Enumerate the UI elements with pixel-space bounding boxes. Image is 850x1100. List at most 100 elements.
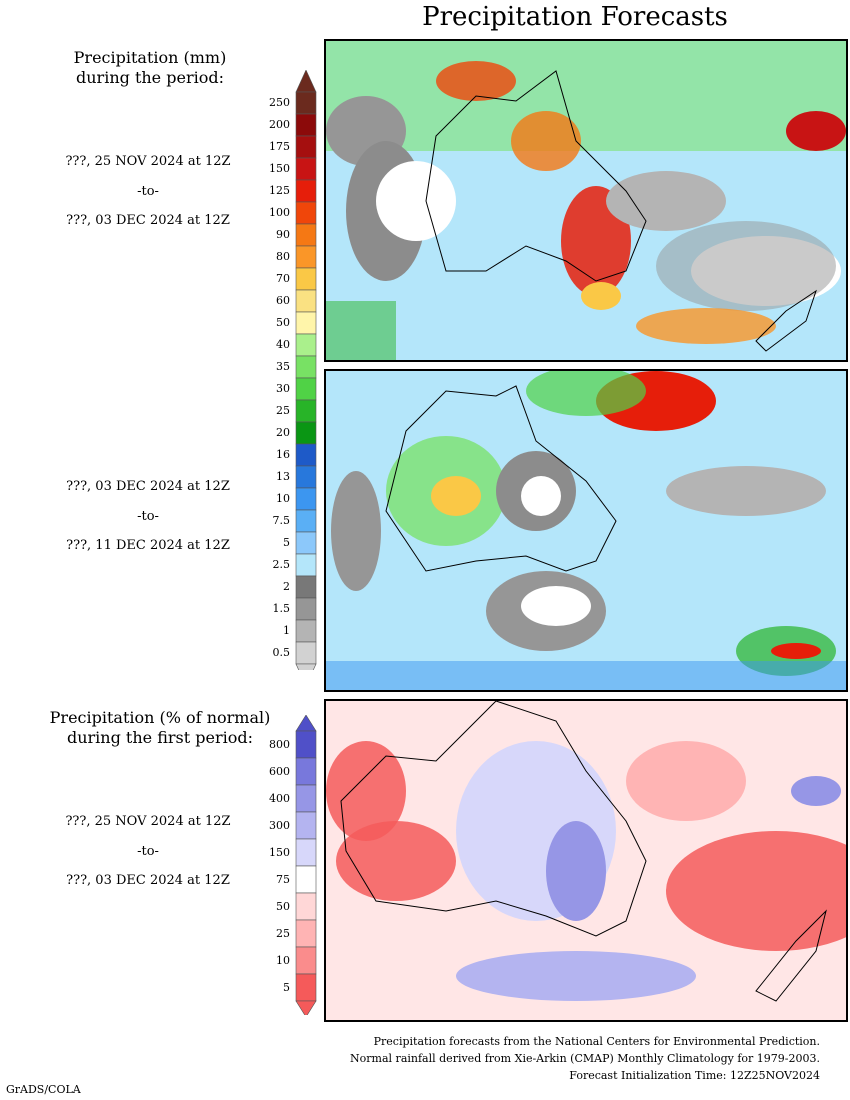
anomaly-colorbar-swatch xyxy=(295,892,317,921)
anomaly-colorbar-swatch xyxy=(295,730,317,759)
amount-colorbar-label: 20 xyxy=(276,426,290,439)
amount-colorbar-bottom-arrow xyxy=(295,663,317,670)
amount-colorbar-label: 10 xyxy=(276,492,290,505)
anomaly-colorbar-swatch xyxy=(295,757,317,786)
anomaly-colorbar-swatch xyxy=(295,838,317,867)
page-title: Precipitation Forecasts xyxy=(422,2,728,32)
amount-colorbar-label: 25 xyxy=(276,404,290,417)
amount-colorbar-swatch xyxy=(295,201,317,225)
period-3-sep: -to- xyxy=(137,844,159,859)
amount-colorbar-swatch xyxy=(295,91,317,115)
anomaly-colorbar-swatch xyxy=(295,946,317,975)
map-panel-3 xyxy=(324,699,848,1022)
anomaly-colorbar-label: 5 xyxy=(283,980,290,994)
amount-colorbar-swatch xyxy=(295,157,317,181)
map-panel-1 xyxy=(324,39,848,362)
amount-colorbar-swatch xyxy=(295,619,317,643)
amount-colorbar xyxy=(295,70,317,670)
amount-colorbar-label: 1 xyxy=(283,624,290,637)
amount-colorbar-label: 90 xyxy=(276,228,290,241)
anomaly-colorbar-label: 10 xyxy=(276,953,290,967)
amount-header-line1: Precipitation (mm) xyxy=(73,48,227,67)
amount-colorbar-swatch xyxy=(295,641,317,665)
precip-map-period-1 xyxy=(326,41,846,360)
period-3-start: ???, 25 NOV 2024 at 12Z xyxy=(65,814,231,829)
amount-header: Precipitation (mm) during the period: xyxy=(40,48,260,88)
amount-colorbar-label: 175 xyxy=(269,140,290,153)
anomaly-header-line1: Precipitation (% of normal) xyxy=(49,708,271,727)
amount-header-line2: during the period: xyxy=(76,68,224,87)
amount-colorbar-label: 125 xyxy=(269,184,290,197)
amount-colorbar-swatch xyxy=(295,421,317,445)
anomaly-colorbar-swatch xyxy=(295,865,317,894)
amount-colorbar-swatch xyxy=(295,113,317,137)
footer-line-3: Forecast Initialization Time: 12Z25NOV20… xyxy=(569,1069,820,1082)
anomaly-colorbar-label: 300 xyxy=(269,818,290,832)
anomaly-colorbar-swatch xyxy=(295,973,317,1002)
anomaly-header-line2: during the first period: xyxy=(66,728,254,747)
amount-colorbar-label: 50 xyxy=(276,316,290,329)
amount-colorbar-label: 1.5 xyxy=(272,602,291,615)
anomaly-colorbar-bottom-arrow xyxy=(295,1000,317,1015)
period-2-sep: -to- xyxy=(137,509,159,524)
anomaly-colorbar-label: 25 xyxy=(276,926,290,940)
amount-colorbar-swatch xyxy=(295,465,317,489)
period-1-start: ???, 25 NOV 2024 at 12Z xyxy=(65,154,231,169)
amount-colorbar-label: 2 xyxy=(283,580,290,593)
anomaly-colorbar-label: 75 xyxy=(276,872,290,886)
amount-colorbar-swatch xyxy=(295,179,317,203)
amount-colorbar-label: 60 xyxy=(276,294,290,307)
amount-colorbar-swatch xyxy=(295,531,317,555)
anomaly-colorbar-label: 600 xyxy=(269,764,290,778)
amount-colorbar-swatch xyxy=(295,377,317,401)
footer-line-1: Precipitation forecasts from the Nationa… xyxy=(373,1035,820,1048)
precip-anomaly-map xyxy=(326,701,846,1020)
amount-colorbar-swatch xyxy=(295,597,317,621)
anomaly-colorbar-label: 800 xyxy=(269,737,290,751)
anomaly-colorbar-label: 400 xyxy=(269,791,290,805)
amount-colorbar-swatch xyxy=(295,355,317,379)
anomaly-colorbar-swatch xyxy=(295,919,317,948)
amount-colorbar-swatch xyxy=(295,487,317,511)
credit-label: GrADS/COLA xyxy=(6,1083,81,1096)
amount-colorbar-swatch xyxy=(295,553,317,577)
amount-colorbar-swatch xyxy=(295,289,317,313)
amount-colorbar-label: 30 xyxy=(276,382,290,395)
amount-colorbar-swatch xyxy=(295,267,317,291)
amount-colorbar-label: 250 xyxy=(269,96,290,109)
anomaly-colorbar-swatch xyxy=(295,811,317,840)
period-2-start: ???, 03 DEC 2024 at 12Z xyxy=(66,479,230,494)
footer-line-2: Normal rainfall derived from Xie-Arkin (… xyxy=(350,1052,820,1065)
anomaly-colorbar-label: 150 xyxy=(269,845,290,859)
precip-map-period-2 xyxy=(326,371,846,690)
amount-colorbar-label: 70 xyxy=(276,272,290,285)
amount-colorbar-label: 2.5 xyxy=(272,558,291,571)
amount-colorbar-label: 40 xyxy=(276,338,290,351)
amount-colorbar-label: 0.5 xyxy=(272,646,291,659)
amount-colorbar-label: 16 xyxy=(276,448,290,461)
anomaly-colorbar-swatch xyxy=(295,784,317,813)
period-1-end: ???, 03 DEC 2024 at 12Z xyxy=(66,213,230,228)
amount-colorbar-swatch xyxy=(295,223,317,247)
amount-colorbar-label: 5 xyxy=(283,536,290,549)
amount-colorbar-label: 35 xyxy=(276,360,290,373)
amount-colorbar-label: 7.5 xyxy=(272,514,291,527)
amount-colorbar-label: 80 xyxy=(276,250,290,263)
amount-colorbar-swatch xyxy=(295,135,317,159)
anomaly-header: Precipitation (% of normal) during the f… xyxy=(30,708,290,748)
amount-colorbar-swatch xyxy=(295,575,317,599)
amount-colorbar-label: 13 xyxy=(276,470,290,483)
anomaly-colorbar xyxy=(295,715,317,1015)
anomaly-colorbar-label: 50 xyxy=(276,899,290,913)
amount-colorbar-top-arrow xyxy=(295,70,317,93)
amount-colorbar-swatch xyxy=(295,311,317,335)
amount-colorbar-label: 100 xyxy=(269,206,290,219)
amount-colorbar-swatch xyxy=(295,333,317,357)
map-panel-2 xyxy=(324,369,848,692)
amount-colorbar-swatch xyxy=(295,443,317,467)
period-2-end: ???, 11 DEC 2024 at 12Z xyxy=(66,538,230,553)
period-3-end: ???, 03 DEC 2024 at 12Z xyxy=(66,873,230,888)
anomaly-colorbar-top-arrow xyxy=(295,715,317,732)
amount-colorbar-swatch xyxy=(295,245,317,269)
period-1-sep: -to- xyxy=(137,184,159,199)
